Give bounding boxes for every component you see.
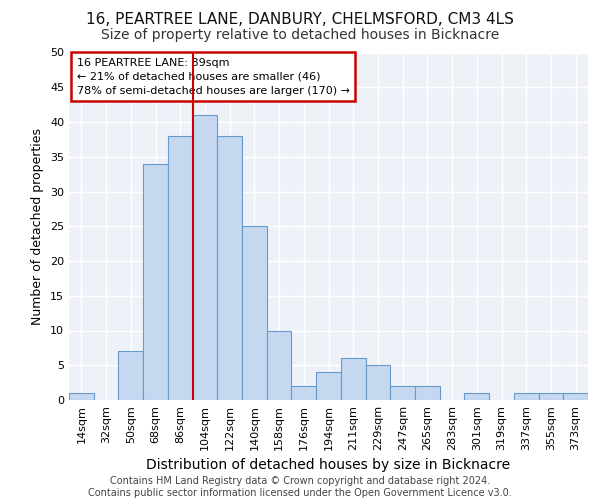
Bar xyxy=(390,386,415,400)
Bar xyxy=(464,393,489,400)
Bar xyxy=(118,352,143,400)
Y-axis label: Number of detached properties: Number of detached properties xyxy=(31,128,44,325)
Bar xyxy=(217,136,242,400)
Bar xyxy=(69,393,94,400)
Text: Contains HM Land Registry data © Crown copyright and database right 2024.
Contai: Contains HM Land Registry data © Crown c… xyxy=(88,476,512,498)
Bar xyxy=(563,393,588,400)
Text: Size of property relative to detached houses in Bicknacre: Size of property relative to detached ho… xyxy=(101,28,499,42)
X-axis label: Distribution of detached houses by size in Bicknacre: Distribution of detached houses by size … xyxy=(146,458,511,472)
Bar xyxy=(193,115,217,400)
Bar xyxy=(292,386,316,400)
Text: 16 PEARTREE LANE: 89sqm
← 21% of detached houses are smaller (46)
78% of semi-de: 16 PEARTREE LANE: 89sqm ← 21% of detache… xyxy=(77,58,350,96)
Bar xyxy=(168,136,193,400)
Bar xyxy=(143,164,168,400)
Bar xyxy=(267,330,292,400)
Bar xyxy=(415,386,440,400)
Bar xyxy=(242,226,267,400)
Bar xyxy=(365,365,390,400)
Bar xyxy=(514,393,539,400)
Bar xyxy=(341,358,365,400)
Text: 16, PEARTREE LANE, DANBURY, CHELMSFORD, CM3 4LS: 16, PEARTREE LANE, DANBURY, CHELMSFORD, … xyxy=(86,12,514,28)
Bar xyxy=(539,393,563,400)
Bar xyxy=(316,372,341,400)
